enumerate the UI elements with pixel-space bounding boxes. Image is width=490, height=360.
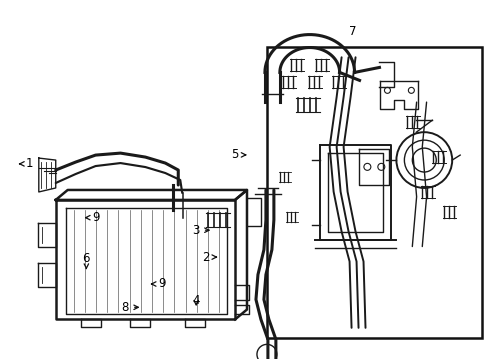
Text: 9: 9 xyxy=(86,211,100,224)
Bar xyxy=(267,47,482,338)
Text: 2: 2 xyxy=(202,251,217,264)
Text: 6: 6 xyxy=(83,252,90,269)
Text: 8: 8 xyxy=(122,301,138,314)
Text: 1: 1 xyxy=(20,157,33,170)
Text: 3: 3 xyxy=(193,224,209,237)
Text: 9: 9 xyxy=(151,278,166,291)
Text: 7: 7 xyxy=(348,25,356,38)
Text: 4: 4 xyxy=(193,294,200,307)
Text: 5: 5 xyxy=(232,148,245,161)
